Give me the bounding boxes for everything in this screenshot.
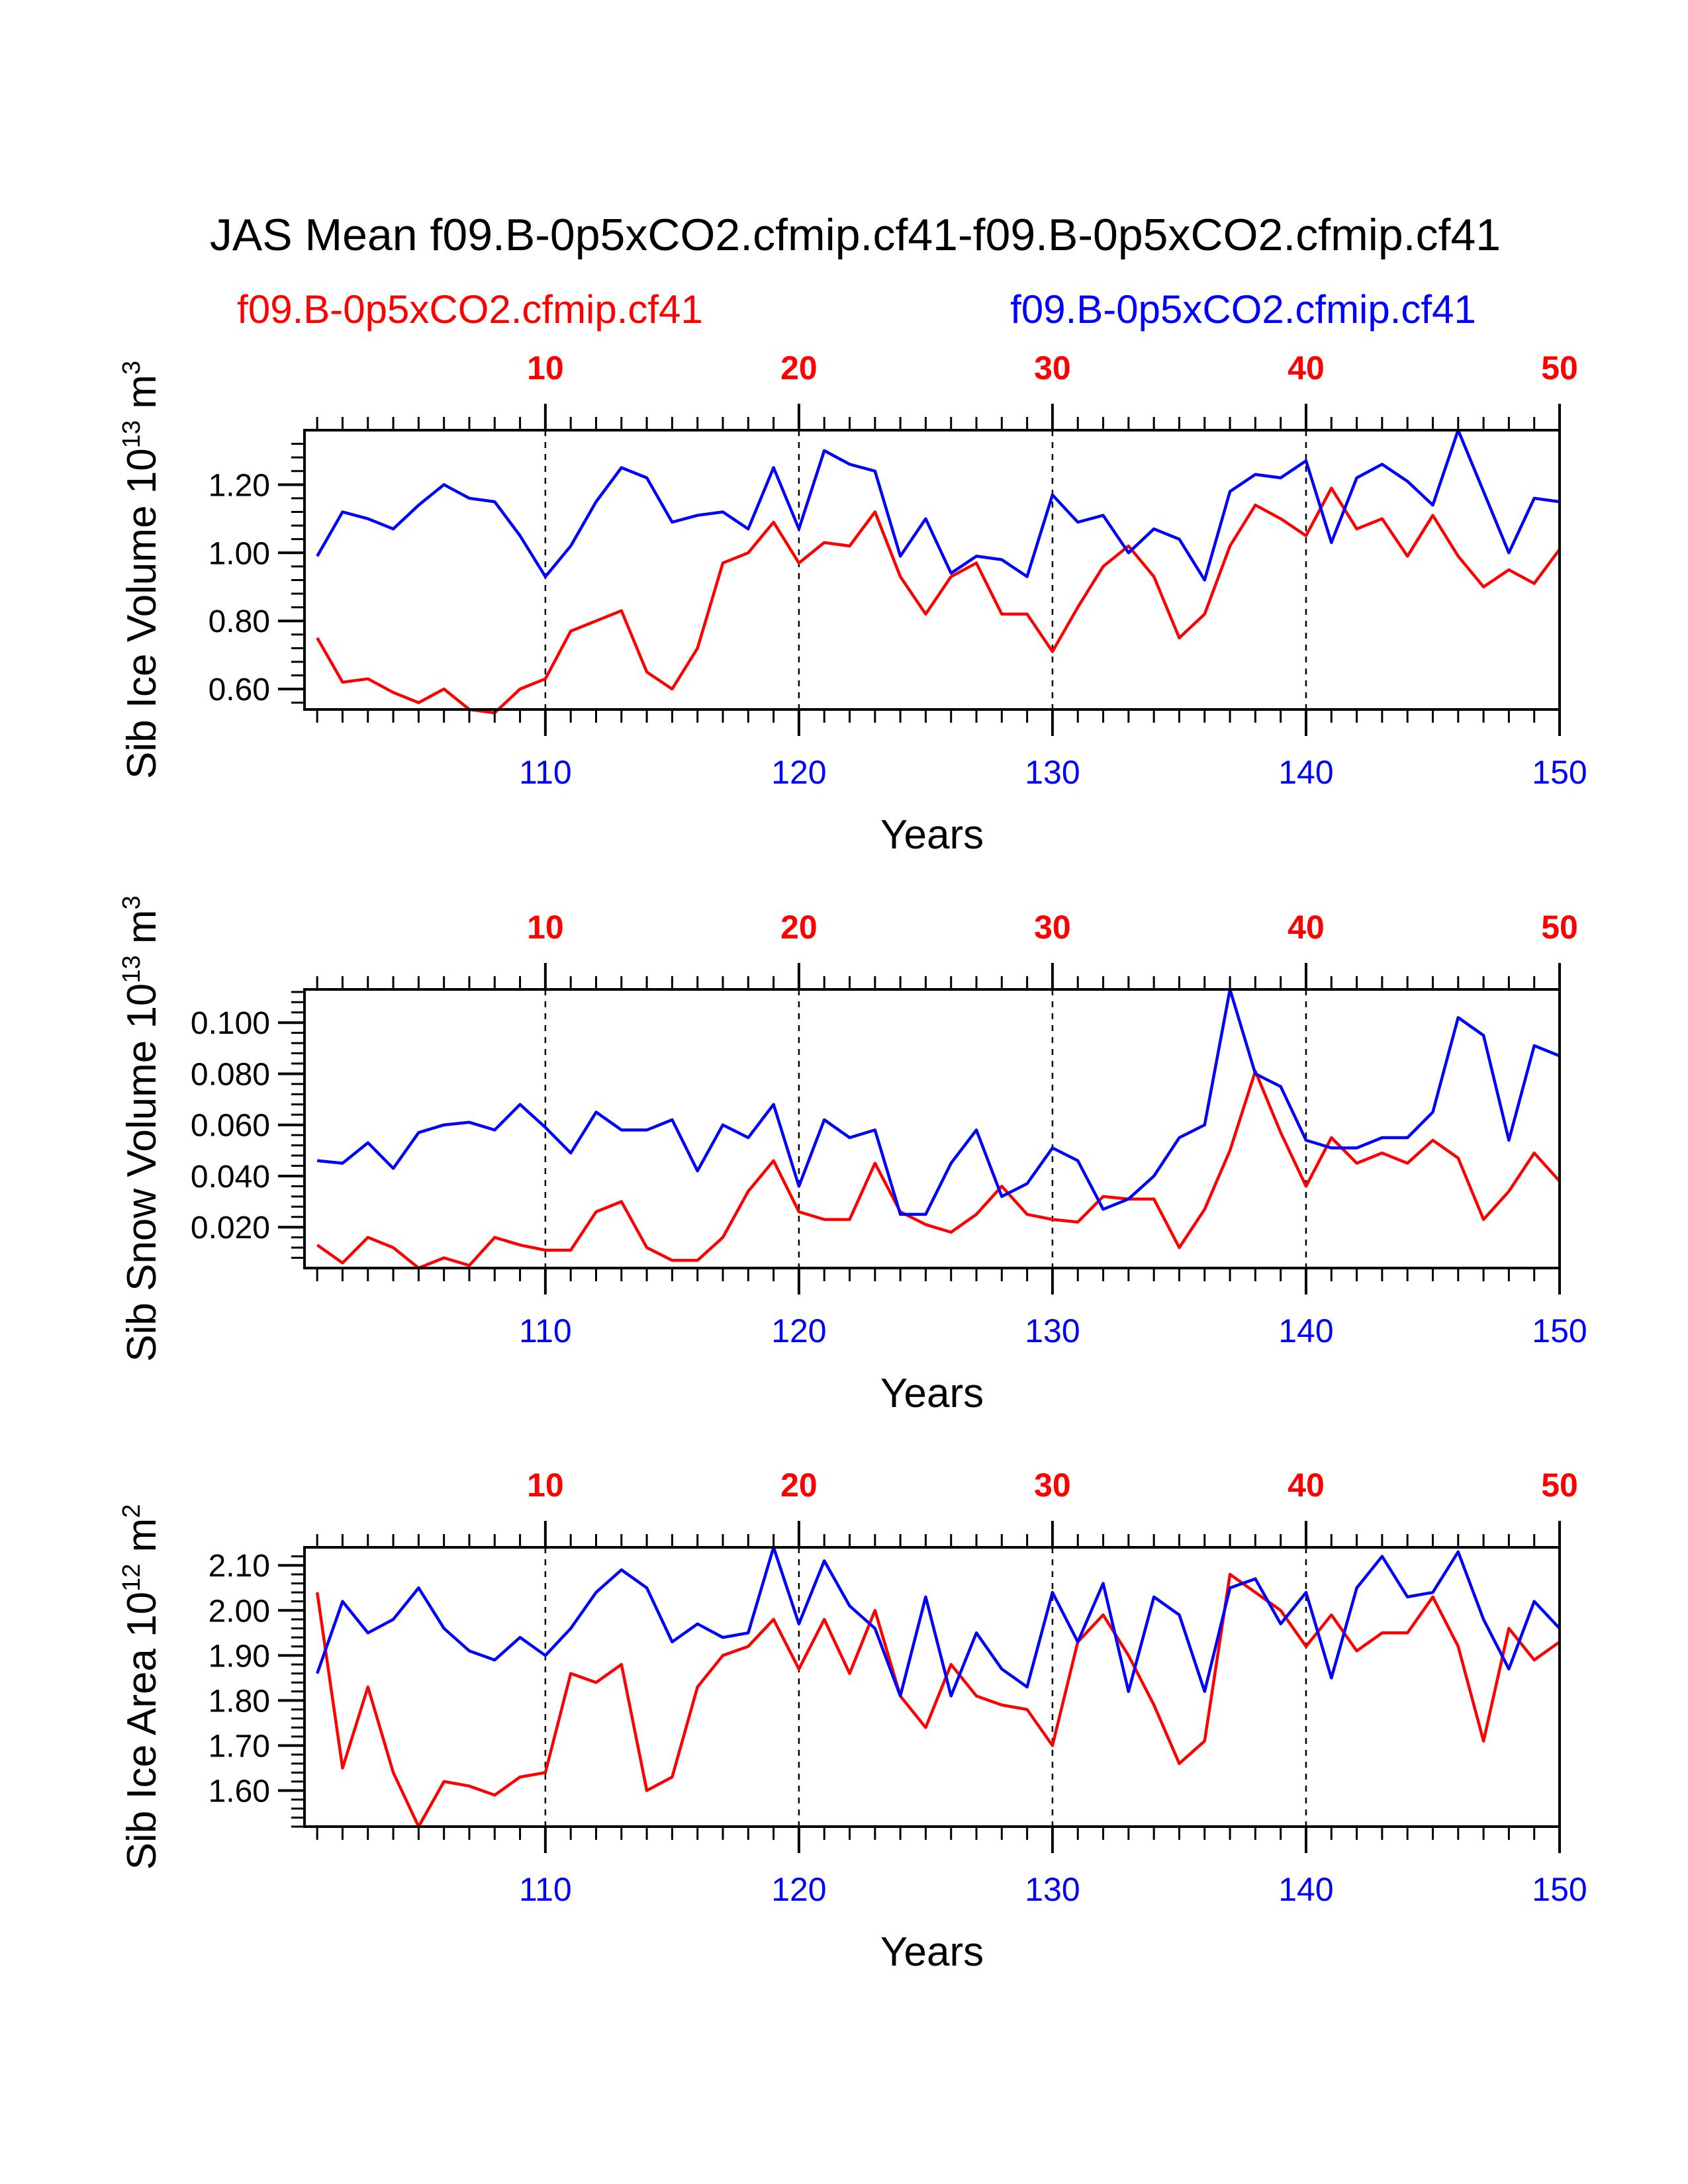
- top-tick-label: 30: [1034, 909, 1071, 946]
- y-axis-title-ylabel: Sib Snow Volume: [119, 1040, 165, 1362]
- series-line-red: [316, 1069, 1561, 1270]
- top-tick-label: 10: [527, 1467, 564, 1504]
- x-axis-title: Years: [880, 1929, 984, 1975]
- x-tick-label: 130: [1025, 1871, 1080, 1908]
- series-line-blue: [316, 428, 1560, 582]
- top-tick-label: 30: [1034, 1467, 1071, 1504]
- y-tick-label: 0.080: [191, 1057, 270, 1092]
- y-axis-title-yunit-exp: 13: [118, 955, 146, 983]
- x-tick-label: 110: [519, 754, 572, 791]
- x-tick-label: 110: [519, 1871, 572, 1908]
- y-axis-title-yunit-base: 10: [119, 1592, 165, 1637]
- y-axis-title-yunit-tail-exp: 3: [118, 895, 146, 909]
- top-tick-label: 40: [1288, 1467, 1325, 1504]
- x-axis-title: Years: [880, 812, 984, 858]
- top-tick-label: 40: [1288, 349, 1325, 387]
- x-tick-label: 150: [1532, 754, 1587, 791]
- y-axis-title: Sib Ice Volume 1013 m3: [118, 361, 165, 779]
- top-tick-label: 10: [527, 349, 564, 387]
- y-axis-title-yunit-tail-exp: 2: [118, 1504, 146, 1518]
- series-line-red: [316, 486, 1561, 715]
- series-line-red: [315, 1572, 1561, 1829]
- y-axis-title-space: [119, 1029, 165, 1040]
- y-axis-title-yunit-tail: m: [119, 1518, 165, 1553]
- y-tick-label: 1.90: [209, 1639, 270, 1674]
- y-axis-title-yunit-tail: m: [119, 909, 165, 944]
- top-tick-label: 10: [527, 909, 564, 946]
- y-axis-title-yunit-tail: m: [119, 375, 165, 409]
- panel-1: 110 10 120 20 130 30 140 40 150 50 0.60 0.80 1.00 1.2…: [118, 349, 1587, 858]
- y-axis-title-yunit-exp: 13: [118, 420, 146, 448]
- y-axis-title: Sib Ice Area 1012 m2: [118, 1504, 165, 1870]
- chart-title: JAS Mean f09.B-0p5xCO2.cfmip.cf41-f09.B-…: [210, 210, 1501, 260]
- y-axis-title-yunit-tail-exp: 3: [118, 361, 146, 375]
- x-tick-label: 130: [1025, 1312, 1080, 1349]
- plot-frame: [303, 429, 1561, 711]
- x-tick-label: 130: [1025, 754, 1080, 791]
- x-tick-label: 110: [519, 1312, 572, 1349]
- x-tick-label: 140: [1278, 1871, 1333, 1908]
- x-axis-title: Years: [880, 1371, 984, 1416]
- y-tick-label: 0.60: [209, 672, 270, 707]
- series-line-blue: [316, 1545, 1561, 1698]
- y-tick-label: 2.00: [209, 1594, 270, 1629]
- y-tick-label: 0.020: [191, 1210, 270, 1246]
- x-tick-label: 150: [1532, 1871, 1587, 1908]
- top-tick-label: 50: [1541, 1467, 1578, 1504]
- top-tick-label: 20: [780, 349, 818, 387]
- plot-frame: [303, 1546, 1561, 1828]
- y-axis-title-space: [119, 1637, 165, 1649]
- x-tick-label: 140: [1278, 1312, 1333, 1349]
- y-axis-title-space: [119, 1552, 165, 1563]
- x-tick-label: 120: [771, 1871, 826, 1908]
- panel-3: 110 10 120 20 130 30 140 40 150 50 1.60 1.70 1.80 1.9…: [118, 1467, 1587, 1975]
- top-tick-label: 40: [1288, 909, 1325, 946]
- y-axis-title-yunit-base: 10: [119, 983, 165, 1029]
- x-tick-label: 150: [1532, 1312, 1587, 1349]
- top-tick-label: 20: [780, 1467, 818, 1504]
- panel-2: 110 10 120 20 130 30 140 40 150 50 0.020 0.040 0.060…: [118, 895, 1587, 1416]
- y-tick-label: 1.60: [209, 1774, 270, 1809]
- y-axis-title-space: [119, 409, 165, 420]
- y-tick-label: 1.70: [209, 1729, 270, 1764]
- top-tick-label: 50: [1541, 909, 1578, 946]
- y-axis-title-ylabel: Sib Ice Area: [119, 1649, 165, 1870]
- y-axis-title-space: [119, 944, 165, 955]
- y-tick-label: 0.060: [191, 1109, 270, 1144]
- x-tick-label: 120: [771, 1312, 826, 1349]
- top-tick-label: 30: [1034, 349, 1071, 387]
- y-tick-label: 2.10: [209, 1549, 270, 1584]
- legend-red-series: f09.B-0p5xCO2.cfmip.cf41: [237, 287, 703, 332]
- top-tick-label: 20: [780, 909, 818, 946]
- top-tick-label: 50: [1541, 349, 1578, 387]
- series-line-blue: [316, 987, 1560, 1216]
- y-tick-label: 1.80: [209, 1684, 270, 1719]
- y-tick-label: 0.80: [209, 604, 270, 639]
- y-tick-label: 0.100: [191, 1006, 270, 1041]
- legend-blue-series: f09.B-0p5xCO2.cfmip.cf41: [1010, 287, 1476, 332]
- plot-frame: [303, 988, 1561, 1269]
- y-axis-title: Sib Snow Volume 1013 m3: [118, 895, 165, 1361]
- y-tick-label: 1.20: [209, 468, 270, 503]
- x-tick-label: 120: [771, 754, 826, 791]
- y-axis-title-space: [119, 494, 165, 505]
- y-tick-label: 0.040: [191, 1160, 270, 1195]
- y-axis-title-yunit-base: 10: [119, 448, 165, 494]
- x-tick-label: 140: [1278, 754, 1333, 791]
- y-tick-label: 1.00: [209, 536, 270, 571]
- y-axis-title-ylabel: Sib Ice Volume: [119, 505, 165, 779]
- y-axis-title-yunit-exp: 12: [118, 1564, 146, 1592]
